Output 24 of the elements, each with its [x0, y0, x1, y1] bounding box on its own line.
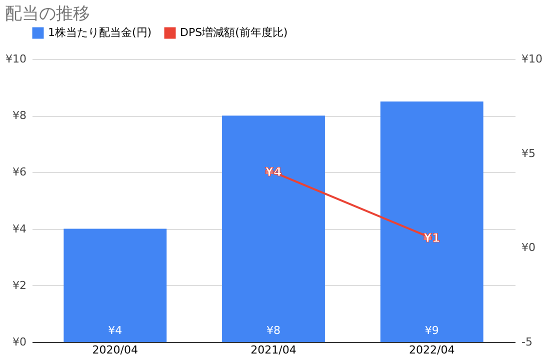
y2-tick-label: ¥10	[522, 52, 542, 66]
y-tick-label: ¥10	[6, 52, 26, 66]
y-tick-label: ¥6	[12, 166, 26, 179]
data-label: ¥1	[424, 231, 440, 246]
y-tick-label: ¥2	[12, 278, 26, 292]
data-label: ¥4	[265, 165, 282, 180]
data-label: ¥8	[266, 324, 280, 337]
bar	[380, 101, 484, 342]
y2-tick-label: ¥5	[522, 146, 536, 160]
x-tick-label: 2020/04	[92, 344, 138, 356]
y-tick-label: ¥8	[12, 109, 26, 122]
x-tick-label: 2021/04	[250, 344, 296, 356]
bar	[222, 116, 325, 342]
y2-tick-label: -5	[522, 336, 532, 348]
chart-title: 配当の推移	[5, 4, 90, 24]
legend-label: 1株当たり配当金(円)	[48, 26, 152, 39]
y2-tick-label: ¥0	[522, 241, 536, 254]
y-tick-label: ¥4	[12, 222, 26, 236]
data-label: ¥9	[424, 324, 439, 337]
x-tick-label: 2022/04	[409, 344, 455, 356]
legend-label: DPS増減額(前年度比)	[180, 26, 288, 39]
data-label: ¥4	[108, 324, 122, 337]
bar	[64, 228, 167, 342]
y-tick-label: ¥0	[12, 336, 26, 348]
